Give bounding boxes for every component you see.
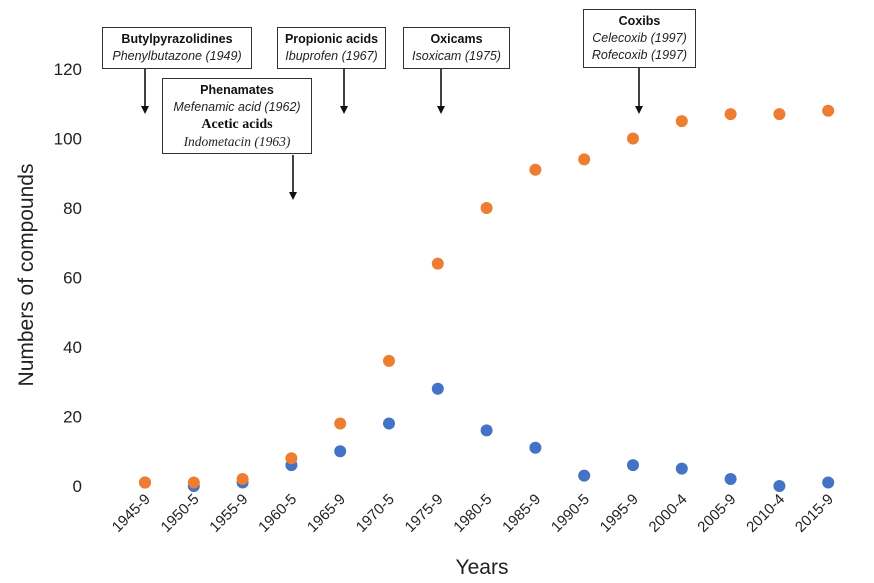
data-point-series-2 [383,354,395,367]
annotation-arrow-head [289,192,297,200]
annotation-oxicams: Oxicams Isoxicam (1975) [403,27,510,69]
x-tick-label: 1970-5 [353,491,398,536]
data-points [139,104,835,492]
annotation-drug: Rofecoxib (1997) [591,48,688,62]
data-point-series-1 [383,417,395,430]
x-tick-label: 1985-9 [499,491,544,536]
x-tick-label: 1955-9 [206,491,251,536]
x-tick-label: 1945-9 [109,491,154,536]
annotation-arrow-head [437,106,445,114]
data-point-series-1 [529,441,542,454]
annotation-drug: Celecoxib (1997) [592,31,687,45]
data-point-series-2 [724,108,737,121]
data-point-series-2 [578,153,591,166]
annotation-heading: Phenamates [200,83,274,97]
data-point-series-1 [431,382,444,395]
data-point-series-2 [773,108,786,121]
data-point-series-2 [675,115,688,128]
x-tick-label: 1950-5 [158,491,203,536]
annotation-arrow-head [635,106,643,114]
data-point-series-1 [773,480,786,492]
annotation-heading: Propionic acids [284,32,379,46]
x-tick-label: 2005-9 [694,491,739,536]
x-tick-label: 1975-9 [402,491,447,536]
data-point-series-2 [236,473,249,486]
x-tick-label: 2015-9 [792,491,837,536]
y-axis-label: Numbers of compounds [15,164,38,387]
y-tick-label: 60 [63,269,82,288]
y-tick-label: 100 [54,130,82,149]
x-tick-label: 1990-5 [548,491,593,536]
annotation-drug: Ibuprofen (1967) [285,49,378,63]
annotation-propionic-acids: Propionic acids Ibuprofen (1967) [277,27,386,69]
data-point-series-1 [627,459,639,472]
x-tick-label: 1980-5 [450,491,495,536]
x-tick-label: 2010-4 [743,491,788,536]
annotation-drug: Isoxicam (1975) [412,49,501,63]
data-point-series-1 [822,476,835,489]
data-point-series-1 [578,469,591,482]
data-point-series-2 [187,476,200,489]
x-tick-label: 2000-4 [646,491,691,536]
y-tick-label: 0 [73,477,82,496]
data-point-series-1 [724,473,737,486]
data-point-series-2 [529,163,542,176]
annotation-heading: Coxibs [618,14,661,28]
data-point-series-1 [480,424,493,437]
annotation-drug: Mefenamic acid (1962) [173,100,301,114]
data-point-series-2 [285,452,298,465]
y-tick-label: 80 [63,199,82,218]
annotation-arrow-head [340,106,348,114]
data-point-series-1 [675,462,688,475]
y-tick-label: 120 [54,60,82,79]
data-point-series-2 [627,132,639,145]
annotation-phenamates-acetic: Phenamates Mefenamic acid (1962) Acetic … [162,78,312,154]
annotation-heading: Acetic acids [201,117,273,132]
x-tick-label: 1965-9 [304,491,349,536]
annotation-butylpyrazolidines: Butylpyrazolidines Phenylbutazone (1949) [102,27,252,69]
data-point-series-2 [334,417,347,430]
annotation-drug: Phenylbutazone (1949) [112,49,242,63]
x-axis-label: Years [456,556,509,579]
annotation-coxibs: Coxibs Celecoxib (1997) Rofecoxib (1997) [583,9,696,68]
data-point-series-2 [431,257,444,270]
annotation-arrows [141,66,643,200]
annotation-drug: Indometacin (1963) [183,134,291,149]
x-tick-label: 1960-5 [255,491,300,536]
y-tick-label: 20 [63,408,82,427]
annotation-arrow-head [141,106,149,114]
data-point-series-2 [480,202,493,214]
data-point-series-2 [822,104,835,117]
data-point-series-2 [139,476,151,489]
data-point-series-1 [334,445,347,458]
annotation-heading: Butylpyrazolidines [121,32,233,46]
annotation-heading: Oxicams [430,32,483,46]
x-tick-label: 1995-9 [597,491,642,536]
y-tick-label: 40 [63,338,82,357]
